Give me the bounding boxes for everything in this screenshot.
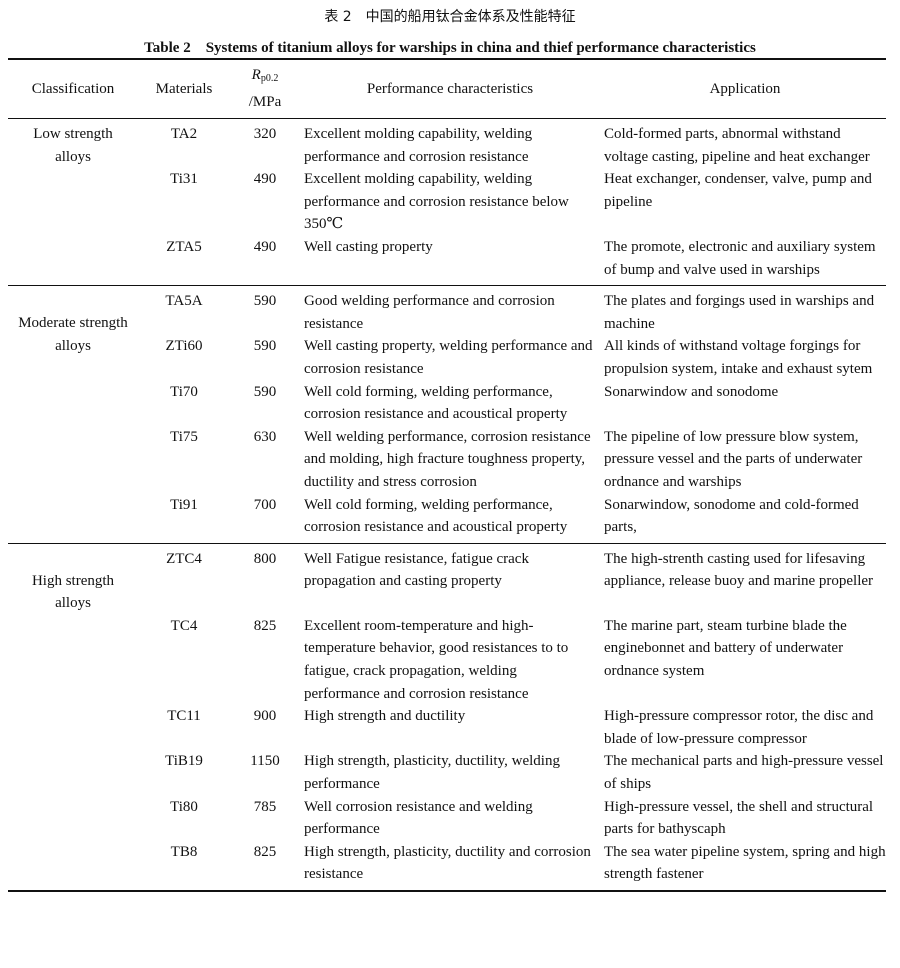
material-cell: TA5A xyxy=(165,293,203,310)
rp-cell: 590 xyxy=(253,338,277,355)
header-rp02: Rp0.2/MPa xyxy=(230,59,300,119)
rp-cell: 590 xyxy=(253,293,277,310)
material-cell: TB8 xyxy=(170,843,198,860)
table-row: ZTA5 490 Well casting property The promote,… xyxy=(8,236,886,286)
header-classification: Classification xyxy=(31,80,115,97)
performance-cell: Excellent molding capability, welding pe… xyxy=(304,126,533,165)
rp-symbol: R xyxy=(251,67,261,84)
performance-cell: Well Fatigue resistance, fatigue crack p… xyxy=(304,550,529,590)
material-cell: ZTi60 xyxy=(165,338,203,355)
performance-cell: Well welding performance, corrosion resi… xyxy=(304,428,591,490)
application-cell: Sonarwindow, sonodome and cold-formed pa… xyxy=(604,496,859,536)
application-cell: The high-strenth casting used for lifesa… xyxy=(604,550,874,590)
rp-cell: 825 xyxy=(253,843,277,860)
table-row: Ti31 490 Excellent molding capability, wel… xyxy=(8,168,886,236)
table-row: TC4 825 Excellent room-temperature and hig… xyxy=(8,615,886,705)
rp-cell: 320 xyxy=(253,126,277,142)
material-cell: Ti70 xyxy=(170,383,198,400)
rp-cell: 900 xyxy=(253,708,277,725)
table-row: Ti75 630 Well welding performance, corrosi… xyxy=(8,426,886,494)
table-row: High strength alloys ZTC4 800 Well Fatigue … xyxy=(8,543,886,615)
header-performance: Performance characteristics xyxy=(366,80,534,97)
material-cell: TC11 xyxy=(167,708,201,725)
material-cell: TC4 xyxy=(170,617,198,634)
table-row: ZTi60 590 Well casting property, welding p… xyxy=(8,335,886,380)
rp-cell: 825 xyxy=(253,617,277,634)
table-row: Ti70 590 Well cold forming, welding perfor… xyxy=(8,381,886,426)
header-materials: Materials xyxy=(155,80,213,97)
table-row: Ti80 785 Well corrosion resistance and wel… xyxy=(8,796,886,841)
performance-cell: High strength and ductility xyxy=(304,708,466,725)
application-cell: High-pressure vessel, the shell and stru… xyxy=(604,798,874,838)
titanium-alloys-table: Classification Materials Rp0.2/MPa Perfo… xyxy=(8,58,886,892)
table-row: TB8 825 High strength, plasticity, ductili… xyxy=(8,841,886,891)
application-cell: All kinds of withstand voltage forgings … xyxy=(604,338,873,377)
application-cell: The mechanical parts and high-pressure v… xyxy=(604,753,884,793)
material-cell: Ti75 xyxy=(170,428,198,445)
application-cell: Heat exchanger, condenser, valve, pump a… xyxy=(604,171,872,210)
material-cell: ZTC4 xyxy=(166,550,202,567)
table-row: Ti91 700 Well cold forming, welding perfor… xyxy=(8,494,886,544)
material-cell: TiB19 xyxy=(165,753,203,770)
rp-cell: 590 xyxy=(253,383,277,400)
performance-cell: Well casting property xyxy=(304,238,433,255)
material-cell: Ti80 xyxy=(170,798,198,815)
performance-cell: Well cold forming, welding performance, … xyxy=(304,496,568,536)
rp-subscript: p0.2 xyxy=(260,73,279,85)
application-cell: The sea water pipeline system, spring an… xyxy=(604,843,886,883)
material-cell: TA2 xyxy=(170,126,198,142)
section-group: Low strength alloys TA2 320 Excellent moldi… xyxy=(8,119,886,286)
rp-cell: 1150 xyxy=(250,753,280,770)
application-cell: The promote, electronic and auxiliary sy… xyxy=(604,238,876,278)
performance-cell: Well casting property, welding performan… xyxy=(304,338,593,377)
performance-cell: Excellent room-temperature and high-temp… xyxy=(304,617,569,702)
rp-cell: 800 xyxy=(253,550,277,567)
performance-cell: Excellent molding capability, welding pe… xyxy=(304,171,569,233)
table-row: TiB19 1150 High strength, plasticity, duct… xyxy=(8,750,886,795)
material-cell: ZTA5 xyxy=(166,238,202,255)
application-cell: The plates and forgings used in warships… xyxy=(604,293,875,332)
classification-cell: Moderate strength alloys xyxy=(18,315,128,354)
section-group: Moderate strength alloys TA5A 590 Good weld… xyxy=(8,286,886,544)
rp-cell: 490 xyxy=(253,238,277,255)
rp-cell: 785 xyxy=(253,798,277,815)
rp-cell: 700 xyxy=(253,496,277,513)
table-row: Low strength alloys TA2 320 Excellent moldi… xyxy=(8,119,886,169)
table-caption-chinese: 表 2 中国的船用钛合金体系及性能特征 xyxy=(324,9,576,25)
material-cell: Ti31 xyxy=(170,171,198,188)
rp-cell: 490 xyxy=(253,171,277,188)
performance-cell: Good welding performance and corrosion r… xyxy=(304,293,555,332)
performance-cell: Well cold forming, welding performance, … xyxy=(304,383,568,423)
table-row: Moderate strength alloys TA5A 590 Good weld… xyxy=(8,286,886,354)
header-application: Application xyxy=(709,80,781,97)
table-caption-english: Table 2 Systems of titanium alloys for w… xyxy=(144,40,756,56)
header-row: Classification Materials Rp0.2/MPa Perfo… xyxy=(8,59,886,119)
application-cell: The pipeline of low pressure blow system… xyxy=(604,428,863,490)
performance-cell: High strength, plasticity, ductility, we… xyxy=(304,753,560,793)
table-row: TC11 900 High strength and ductility High-p… xyxy=(8,705,886,750)
material-cell: Ti91 xyxy=(170,496,198,513)
performance-cell: Well corrosion resistance and welding pe… xyxy=(304,798,533,838)
rp-cell: 630 xyxy=(253,428,277,445)
section-group: High strength alloys ZTC4 800 Well Fatigue … xyxy=(8,543,886,891)
classification-cell: High strength alloys xyxy=(31,572,115,612)
classification-cell: Low strength alloys xyxy=(33,126,113,165)
application-cell: Cold-formed parts, abnormal withstand vo… xyxy=(604,126,870,165)
rp-unit: /MPa xyxy=(248,94,282,110)
application-cell: The marine part, steam turbine blade the… xyxy=(604,617,847,680)
application-cell: High-pressure compressor rotor, the disc… xyxy=(604,708,874,747)
performance-cell: High strength, plasticity, ductility and… xyxy=(304,843,591,883)
application-cell: Sonarwindow and sonodome xyxy=(604,383,779,400)
